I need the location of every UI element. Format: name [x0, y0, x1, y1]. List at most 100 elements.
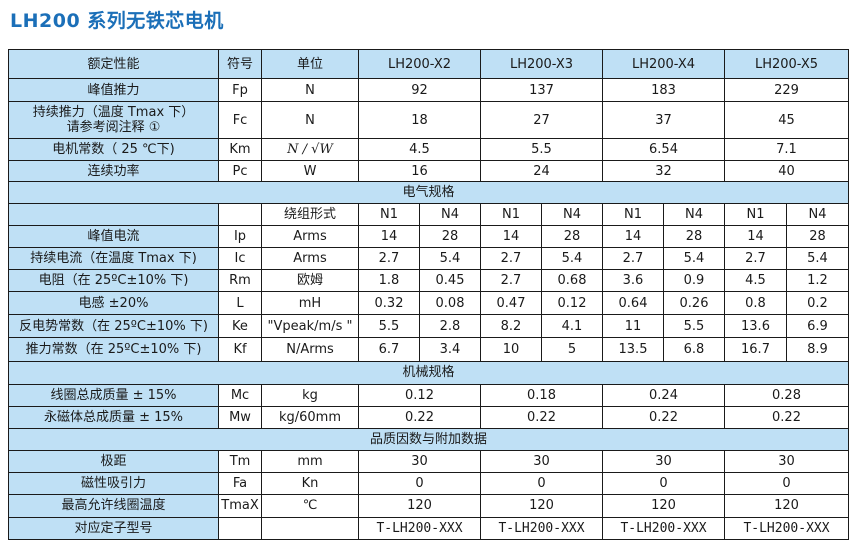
param-label-cell: 反电势常数（在 25ºC±10% 下)	[8, 314, 219, 339]
value-cell: 5	[541, 337, 603, 362]
symbol-cell	[218, 516, 262, 541]
value-cell: 13.5	[602, 337, 664, 362]
unit-cell	[261, 516, 359, 541]
mechanical-row: 线圈总成质量 ± 15% Mc kg 0.12 0.18 0.24 0.28	[8, 383, 849, 407]
value-cell: 2.7	[724, 247, 787, 271]
value-cell: 5.5	[663, 314, 725, 339]
value-cell: 8.9	[786, 337, 849, 362]
winding-cell: N4	[786, 203, 849, 227]
param-label-cell: 最高允许线圈温度	[8, 493, 219, 518]
value-cell: 2.8	[419, 314, 481, 339]
param-label-cell: 磁性吸引力	[8, 471, 219, 495]
value-cell: 14	[724, 225, 787, 249]
value-cell: 32	[602, 160, 725, 183]
symbol-cell: Mw	[218, 405, 262, 429]
value-cell: 10	[480, 337, 542, 362]
unit-cell: Arms	[261, 225, 359, 249]
page-title: LH200 系列无铁芯电机	[10, 10, 224, 32]
rated-row: 连续功率 Pc W 16 24 32 40	[8, 160, 849, 183]
value-cell: 120	[602, 493, 725, 518]
spec-table: 额定性能 符号 单位 LH200-X2 LH200-X3 LH200-X4 LH200-X5…	[8, 48, 849, 541]
header-symbol-cell: 符号	[218, 48, 262, 80]
symbol-cell: L	[218, 291, 262, 316]
value-cell: 0.26	[663, 291, 725, 316]
value-cell: 120	[480, 493, 603, 518]
param-label: 电机常数（ 25 ℃下)	[52, 142, 175, 158]
winding-cell: N4	[419, 203, 481, 227]
param-label-cell: 线圈总成质量 ± 15%	[8, 383, 219, 407]
value-cell: 45	[724, 101, 849, 140]
symbol-cell: TmaX	[218, 493, 262, 518]
blank-symbol-cell	[218, 203, 262, 227]
value-cell: 30	[724, 449, 849, 473]
section-header-cell: 机械规格	[8, 360, 849, 385]
param-label-cell: 电感 ±20%	[8, 291, 219, 316]
value-cell: 0.24	[602, 383, 725, 407]
symbol-cell: Ic	[218, 247, 262, 271]
param-label-cell: 连续功率	[8, 160, 219, 183]
unit-cell: N/Arms	[261, 337, 359, 362]
value-cell: 2.7	[480, 269, 542, 293]
value-cell: 1.2	[786, 269, 849, 293]
winding-cell: N1	[724, 203, 787, 227]
value-cell: 183	[602, 78, 725, 103]
winding-cell: N1	[602, 203, 664, 227]
symbol-cell: Ip	[218, 225, 262, 249]
winding-cell: N1	[358, 203, 420, 227]
symbol-cell: Fc	[218, 101, 262, 140]
param-label-cell: 电阻（在 25ºC±10% 下)	[8, 269, 219, 293]
quality-row: 磁性吸引力 Fa Kn 0 0 0 0	[8, 471, 849, 495]
electrical-row: 推力常数（在 25ºC±10% 下) Kf N/Arms 6.7 3.4 10 5 13.5 6…	[8, 337, 849, 362]
header-param-cell: 额定性能	[8, 48, 219, 80]
value-cell: 16	[358, 160, 481, 183]
value-cell: 4.5	[358, 138, 481, 162]
value-cell: 137	[480, 78, 603, 103]
param-label-cell: 推力常数（在 25ºC±10% 下)	[8, 337, 219, 362]
param-label: 持续推力（温度 Tmax 下）	[32, 105, 195, 121]
winding-cell: N4	[663, 203, 725, 227]
value-cell: 120	[724, 493, 849, 518]
value-cell: 18	[358, 101, 481, 140]
unit-cell: kg/60mm	[261, 405, 359, 429]
winding-cell: N4	[541, 203, 603, 227]
unit-cell: kg	[261, 383, 359, 407]
value-cell: 92	[358, 78, 481, 103]
rated-row: 峰值推力 Fp N 92 137 183 229	[8, 78, 849, 103]
value-cell: 4.5	[724, 269, 787, 293]
value-cell: 6.54	[602, 138, 725, 162]
param-label-cell: 持续推力（温度 Tmax 下） 请参考阅注释 ①	[8, 101, 219, 140]
value-cell: 0.12	[541, 291, 603, 316]
value-cell: 229	[724, 78, 849, 103]
value-cell: 0	[480, 471, 603, 495]
value-cell: 13.6	[724, 314, 787, 339]
unit-cell: Kn	[261, 471, 359, 495]
value-cell: 5.4	[419, 247, 481, 271]
value-cell: 14	[358, 225, 420, 249]
value-cell: 0.32	[358, 291, 420, 316]
unit-cell: mm	[261, 449, 359, 473]
electrical-row: 持续电流（在温度 Tmax 下) Ic Arms 2.7 5.4 2.7 5.4 2.7 5.4…	[8, 247, 849, 271]
value-cell: 0.08	[419, 291, 481, 316]
value-cell: 27	[480, 101, 603, 140]
value-cell: 30	[480, 449, 603, 473]
value-cell: 0.2	[786, 291, 849, 316]
value-cell: T-LH200-XXX	[602, 516, 725, 541]
value-cell: 6.9	[786, 314, 849, 339]
header-model-cell: LH200-X2	[358, 48, 481, 80]
value-cell: 5.5	[480, 138, 603, 162]
value-cell: 28	[419, 225, 481, 249]
value-cell: 8.2	[480, 314, 542, 339]
symbol-cell: Ke	[218, 314, 262, 339]
section-header-cell: 品质因数与附加数据	[8, 427, 849, 451]
param-label-cell: 永磁体总成质量 ± 15%	[8, 405, 219, 429]
value-cell: 0	[724, 471, 849, 495]
section-row: 品质因数与附加数据	[8, 427, 849, 451]
value-cell: 0.22	[358, 405, 481, 429]
value-cell: 4.1	[541, 314, 603, 339]
quality-row: 对应定子型号 T-LH200-XXX T-LH200-XXX T-LH200-XXX T…	[8, 516, 849, 541]
value-cell: T-LH200-XXX	[724, 516, 849, 541]
value-cell: 0.22	[724, 405, 849, 429]
section-row: 机械规格	[8, 360, 849, 385]
symbol-cell: Pc	[218, 160, 262, 183]
value-cell: 11	[602, 314, 664, 339]
